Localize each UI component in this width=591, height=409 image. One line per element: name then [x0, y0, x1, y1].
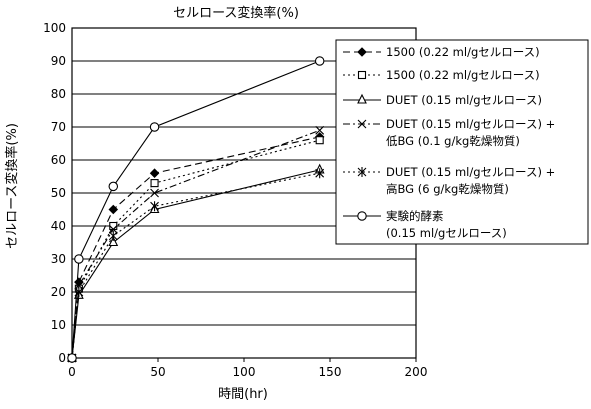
- data-point: [109, 182, 117, 190]
- y-tick-label: 50: [51, 186, 66, 200]
- series-4: [68, 126, 324, 362]
- legend-marker: [359, 72, 366, 79]
- legend-label: DUET (0.15 ml/gセルロース) +: [386, 117, 555, 131]
- legend-label: 1500 (0.22 ml/gセルロース): [386, 68, 540, 82]
- series-2: [69, 137, 324, 362]
- x-tick-label: 0: [68, 365, 76, 379]
- data-point: [109, 231, 117, 241]
- data-point: [151, 169, 159, 177]
- legend-marker: [358, 212, 366, 220]
- data-point: [68, 354, 76, 362]
- legend: 1500 (0.22 ml/gセルロース) 1500 (0.22 ml/gセルロー…: [336, 40, 588, 244]
- chart-title: セルロース変換率(%): [173, 5, 299, 21]
- legend-label: 実験的酵素: [386, 209, 444, 223]
- data-point: [75, 255, 83, 263]
- legend-label: DUET (0.15 ml/gセルロース): [386, 93, 542, 107]
- data-point: [110, 223, 117, 230]
- legend-label: 高BG (6 g/kg乾燥物質): [386, 182, 509, 196]
- series-3: [68, 165, 324, 361]
- y-tick-label: 80: [51, 87, 66, 101]
- series-5: [68, 168, 324, 363]
- y-tick-label: 10: [51, 318, 66, 332]
- x-tick-label: 50: [150, 365, 165, 379]
- data-point: [150, 123, 158, 131]
- y-axis-label: セルロース変換率(%): [4, 123, 20, 249]
- legend-label: 1500 (0.22 ml/gセルロース): [386, 45, 540, 59]
- series-6: [68, 57, 324, 362]
- legend-label: 低BG (0.1 g/kg乾燥物質): [386, 134, 520, 148]
- x-axis-label: 時間(hr): [218, 387, 268, 402]
- x-tick-label: 100: [233, 365, 256, 379]
- legend-label: DUET (0.15 ml/gセルロース) +: [386, 165, 555, 179]
- series-layer: [68, 57, 324, 363]
- x-tick-label: 150: [319, 365, 342, 379]
- y-tick-label: 100: [43, 21, 66, 35]
- series-1: [68, 133, 324, 362]
- data-point: [315, 57, 323, 65]
- data-point: [316, 137, 323, 144]
- series-line: [72, 173, 320, 358]
- y-tick-label: 40: [51, 219, 66, 233]
- y-tick-label: 20: [51, 285, 66, 299]
- y-tick-label: 70: [51, 120, 66, 134]
- y-tick-label: 0: [58, 351, 66, 365]
- legend-label: (0.15 ml/gセルロース): [386, 226, 507, 240]
- x-tick-label: 200: [405, 365, 428, 379]
- data-point: [151, 180, 158, 187]
- y-tick-label: 90: [51, 54, 66, 68]
- y-tick-label: 30: [51, 252, 66, 266]
- y-tick-label: 60: [51, 153, 66, 167]
